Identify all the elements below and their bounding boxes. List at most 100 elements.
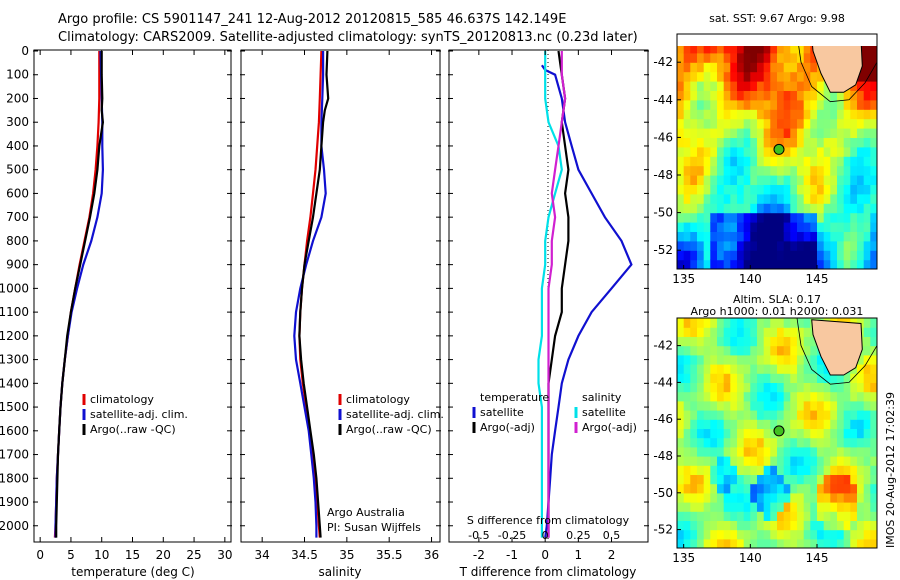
sla-cell [803,492,811,503]
legend-label: climatology [90,393,154,406]
sst-cell [817,118,825,129]
sst-cell [857,34,864,44]
sst-cell [743,146,751,157]
sla-cell [870,502,877,512]
sst-cell [777,46,785,54]
sst-cell [770,109,778,120]
sla-cell [850,502,858,512]
header-title-line1: Argo profile: CS 5901147_241 12-Aug-2012… [58,12,567,27]
sla-cell [690,382,698,393]
sst-cell [683,231,691,242]
sst-cell [863,90,871,101]
sst-cell [730,90,738,101]
sst-cell [743,62,751,73]
sla-cell [777,465,785,475]
sla-cell [743,410,751,420]
sla-cell [677,345,685,356]
sst-cell [837,259,845,269]
sla-cell [770,465,778,475]
sst-cell [683,128,691,138]
sst-cell [723,90,731,101]
difference-panel: -2 -1 0 1 2-0.5 -0.25 0 0.25 0.5 S difference fr… [448,49,649,579]
sst-cell [717,212,725,223]
sla-cell [830,382,838,393]
sla-cell [863,318,871,328]
sla-cell [837,428,845,439]
x-tick-label: 36 [424,548,439,562]
sla-cell [770,456,778,466]
sst-cell [743,71,751,82]
sla-cell [710,428,718,439]
sla-cell [723,400,731,411]
sst-cell [870,90,877,101]
sla-cell [783,419,791,429]
sla-cell [737,327,745,337]
sst-cell [803,184,811,195]
sla-cell [870,529,877,540]
sst-cell [863,52,871,63]
sst-cell [763,46,771,54]
sla-cell [797,400,805,411]
sla-cell [837,391,845,402]
sla-cell [723,428,731,439]
sla-cell [703,511,711,521]
sla-cell [743,400,751,411]
sst-cell [857,193,865,204]
sla-cell [730,354,738,365]
sla-cell [863,373,871,383]
sla-cell [730,502,738,512]
sla-cell [697,354,705,365]
sst-cell [830,212,838,223]
sst-cell [783,203,791,214]
sla-cell [770,382,778,393]
sst-cell [697,146,705,157]
sst-cell [790,62,798,73]
sla-cell [703,345,711,356]
sst-cell [810,146,818,157]
sst-cell [757,240,765,251]
sla-cell [723,502,731,512]
sla-cell [703,446,711,457]
sst-cell [703,71,711,82]
sst-cell [750,146,758,157]
sst-cell [790,203,798,214]
sst-cell [723,81,731,91]
sla-cell [690,318,698,328]
sla-cell [677,354,685,365]
y-tick-label: 900 [6,258,29,272]
sst-cell [857,231,865,242]
sst-cell [710,175,718,185]
sla-cell [750,364,758,374]
sst-cell [803,137,811,148]
sla-cell [863,327,871,337]
sst-cell [690,203,698,214]
sla-cell [857,465,865,475]
sla-lon-label: 135 [672,551,695,565]
sla-cell [763,400,771,411]
sla-cell [703,474,711,485]
sst-cell [857,259,865,269]
sla-cell [723,364,731,374]
sst-cell [677,99,685,110]
sst-cell [730,52,738,63]
sla-cell [817,474,825,485]
sla-cell [777,318,785,328]
sla-cell [710,391,718,402]
sla-cell [777,419,785,429]
sla-cell [763,382,771,393]
sst-cell [830,184,838,195]
sst-cell [723,193,731,204]
sla-cell [723,437,731,448]
sla-cell [857,446,865,457]
sla-cell [677,400,685,411]
sst-cell [690,184,698,195]
y-tick-label: 300 [6,115,29,129]
sla-cell [697,400,705,411]
sla-lat-label: -50 [653,486,673,500]
sla-cell [817,400,825,411]
sst-cell [823,259,831,269]
sst-cell [790,259,798,269]
sst-cell [817,34,824,44]
sst-cell [710,146,718,157]
sst-cell [703,146,711,157]
